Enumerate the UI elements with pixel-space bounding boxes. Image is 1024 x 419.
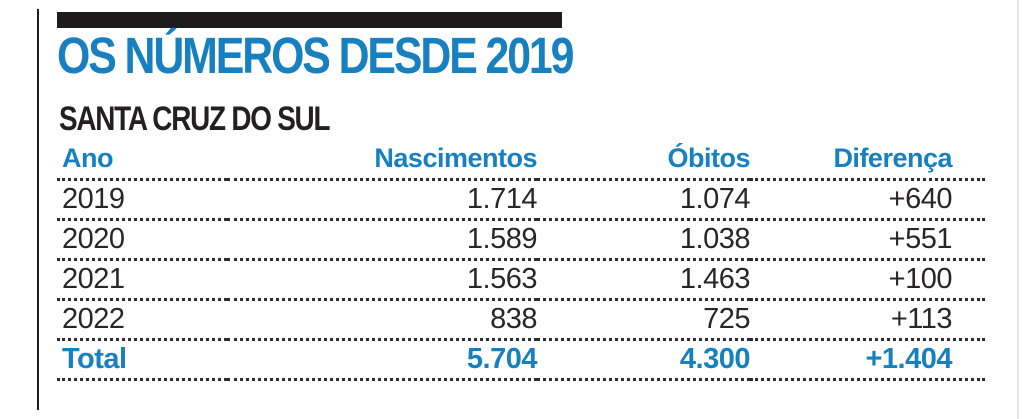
cell-diferenca: +100 [888,262,953,295]
cell-obitos: 725 [703,302,750,335]
table-subtitle: SANTA CRUZ DO SUL [59,100,330,138]
cell-year: 2022 [62,302,125,335]
table-row: 2020 1.589 1.038 +551 [57,219,985,259]
title-top-bar [57,12,562,28]
right-column-rule [1017,0,1019,419]
cell-nascimentos: 1.714 [466,182,538,215]
table-header-row: Ano Nascimentos Óbitos Diferença [57,139,985,179]
cell-total-nascimentos: 5.704 [466,342,538,375]
cell-nascimentos: 1.563 [466,262,538,295]
column-header-obitos: Óbitos [667,142,751,173]
cell-obitos: 1.074 [679,182,751,215]
infographic-title: OS NÚMEROS DESDE 2019 [57,27,574,84]
cell-total-obitos: 4.300 [679,342,751,375]
cell-obitos: 1.038 [679,222,751,255]
table-total-row: Total 5.704 4.300 +1.404 [57,339,985,379]
column-header-diferenca: Diferença [833,142,952,173]
statistics-table: Ano Nascimentos Óbitos Diferença 2019 1.… [57,139,985,381]
cell-nascimentos: 1.589 [466,222,538,255]
cell-obitos: 1.463 [679,262,751,295]
left-column-rule [37,9,39,410]
cell-year: 2021 [62,262,125,295]
cell-diferenca: +113 [890,302,953,335]
cell-diferenca: +551 [888,222,953,255]
cell-year: 2019 [62,182,125,215]
cell-total-label: Total [62,342,127,375]
table-row: 2019 1.714 1.074 +640 [57,179,985,219]
cell-year: 2020 [62,222,125,255]
cell-total-diferenca: +1.404 [865,342,952,375]
table-row: 2022 838 725 +113 [57,299,985,339]
cell-nascimentos: 838 [490,302,537,335]
table-row: 2021 1.563 1.463 +100 [57,259,985,299]
cell-diferenca: +640 [888,182,953,215]
column-header-ano: Ano [62,142,113,173]
column-header-nascimentos: Nascimentos [374,142,537,173]
